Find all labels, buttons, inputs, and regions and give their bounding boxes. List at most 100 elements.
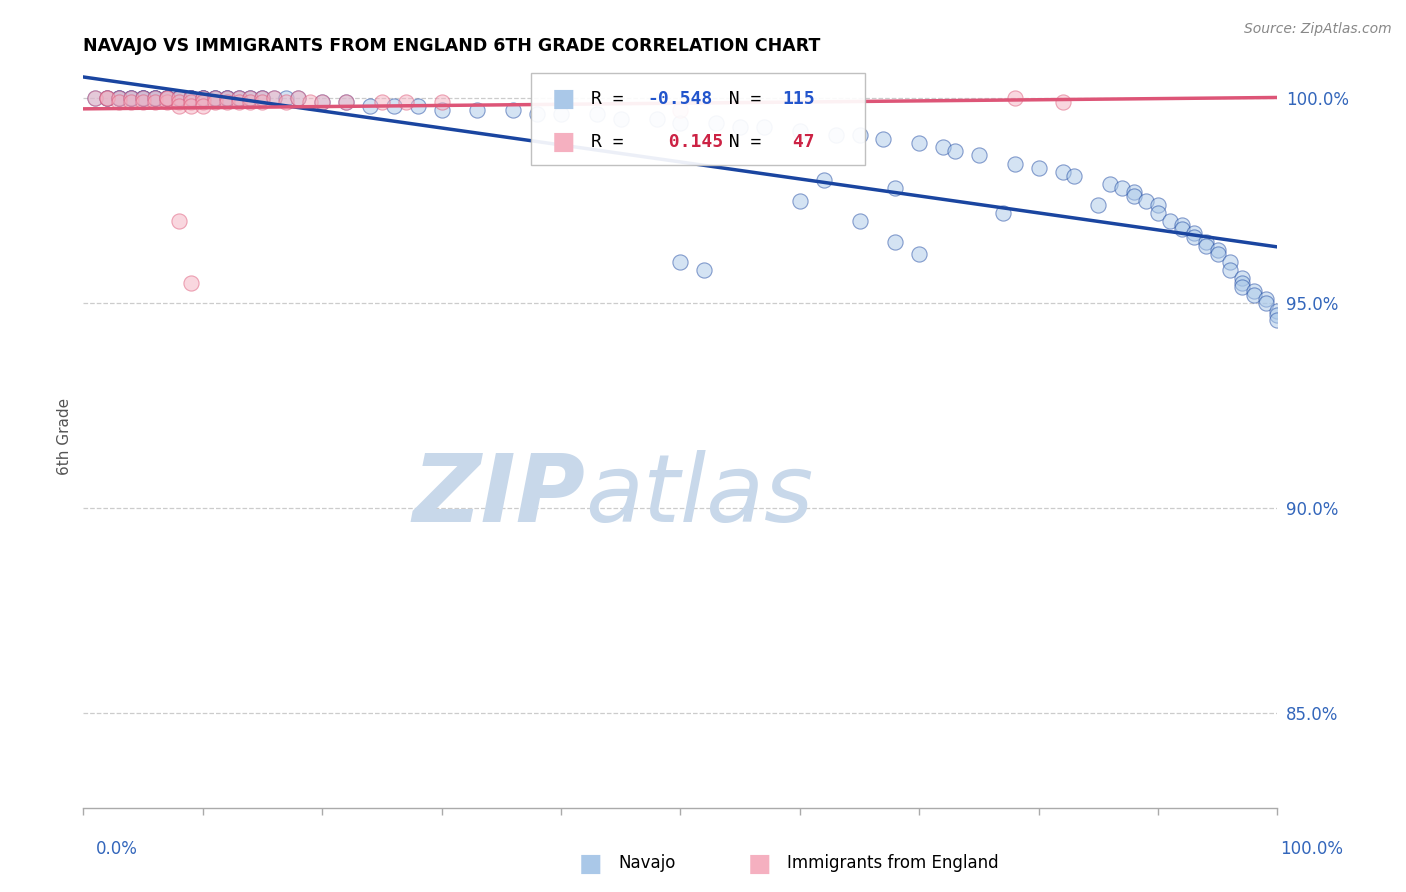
Point [132, 91, 155, 105]
Point [215, 91, 238, 105]
Point [430, 103, 453, 118]
Point [204, 91, 226, 105]
Point [406, 99, 429, 113]
Point [1087, 197, 1109, 211]
Point [108, 91, 131, 105]
Point [120, 91, 142, 105]
Point [1243, 288, 1265, 302]
Point [932, 140, 955, 154]
Point [167, 91, 190, 105]
Point [669, 115, 692, 129]
Point [943, 145, 966, 159]
Point [228, 91, 250, 105]
Point [359, 99, 381, 113]
Point [848, 214, 870, 228]
Point [728, 120, 751, 134]
Text: R =: R = [591, 133, 634, 151]
Point [191, 91, 214, 105]
Point [180, 91, 202, 105]
Point [789, 124, 811, 138]
Point [1135, 194, 1157, 208]
Point [287, 91, 309, 105]
Point [191, 91, 214, 105]
Point [132, 91, 155, 105]
Point [1182, 230, 1205, 244]
Point [609, 112, 631, 126]
Point [215, 91, 238, 105]
Point [156, 91, 179, 105]
Point [550, 107, 572, 121]
Point [382, 99, 405, 113]
Point [132, 91, 155, 105]
Point [143, 95, 166, 109]
Point [1028, 161, 1050, 175]
Point [252, 91, 274, 105]
Point [848, 128, 870, 142]
Point [96, 91, 118, 105]
Point [108, 95, 131, 109]
Point [132, 91, 155, 105]
Point [1206, 247, 1229, 261]
Point [1267, 309, 1289, 323]
Text: ■: ■ [748, 852, 770, 875]
Point [156, 91, 179, 105]
Point [167, 99, 190, 113]
Point [526, 107, 548, 121]
Text: N =: N = [707, 90, 772, 108]
Y-axis label: 6th Grade: 6th Grade [58, 398, 72, 475]
Text: Navajo: Navajo [619, 855, 676, 872]
Point [585, 107, 607, 121]
Point [1219, 263, 1241, 277]
Text: Immigrants from England: Immigrants from England [787, 855, 1000, 872]
Point [108, 91, 131, 105]
Text: ■: ■ [579, 852, 602, 875]
Point [299, 95, 322, 109]
Point [276, 91, 298, 105]
Point [467, 103, 489, 118]
Point [120, 95, 142, 109]
Point [191, 95, 214, 109]
Point [252, 95, 274, 109]
Point [991, 206, 1014, 220]
Text: NAVAJO VS IMMIGRANTS FROM ENGLAND 6TH GRADE CORRELATION CHART: NAVAJO VS IMMIGRANTS FROM ENGLAND 6TH GR… [83, 37, 821, 55]
Point [669, 103, 692, 118]
Text: N =: N = [707, 133, 772, 151]
Point [872, 132, 894, 146]
Point [335, 95, 357, 109]
Point [1052, 165, 1074, 179]
Point [143, 91, 166, 105]
Point [693, 263, 716, 277]
Text: ■: ■ [551, 87, 575, 112]
Point [1052, 95, 1074, 109]
Point [908, 136, 931, 150]
Point [752, 120, 775, 134]
Point [180, 276, 202, 290]
Text: -0.548: -0.548 [647, 90, 713, 108]
Point [824, 128, 846, 142]
Point [645, 112, 668, 126]
Point [1004, 91, 1026, 105]
Point [252, 91, 274, 105]
Point [502, 103, 524, 118]
Point [180, 91, 202, 105]
Point [132, 91, 155, 105]
Point [1147, 206, 1170, 220]
Text: 115: 115 [782, 90, 814, 108]
Point [1195, 238, 1218, 252]
Text: 100.0%: 100.0% [1279, 840, 1343, 858]
Text: Source: ZipAtlas.com: Source: ZipAtlas.com [1244, 22, 1392, 37]
Point [120, 91, 142, 105]
Point [884, 181, 907, 195]
Text: R =: R = [591, 90, 634, 108]
Point [1123, 186, 1146, 200]
Point [167, 95, 190, 109]
Point [1147, 197, 1170, 211]
Point [1254, 292, 1277, 306]
Point [143, 91, 166, 105]
Point [228, 91, 250, 105]
Point [84, 91, 107, 105]
Point [143, 91, 166, 105]
Point [204, 95, 226, 109]
Text: ZIP: ZIP [412, 450, 585, 541]
FancyBboxPatch shape [531, 72, 866, 165]
